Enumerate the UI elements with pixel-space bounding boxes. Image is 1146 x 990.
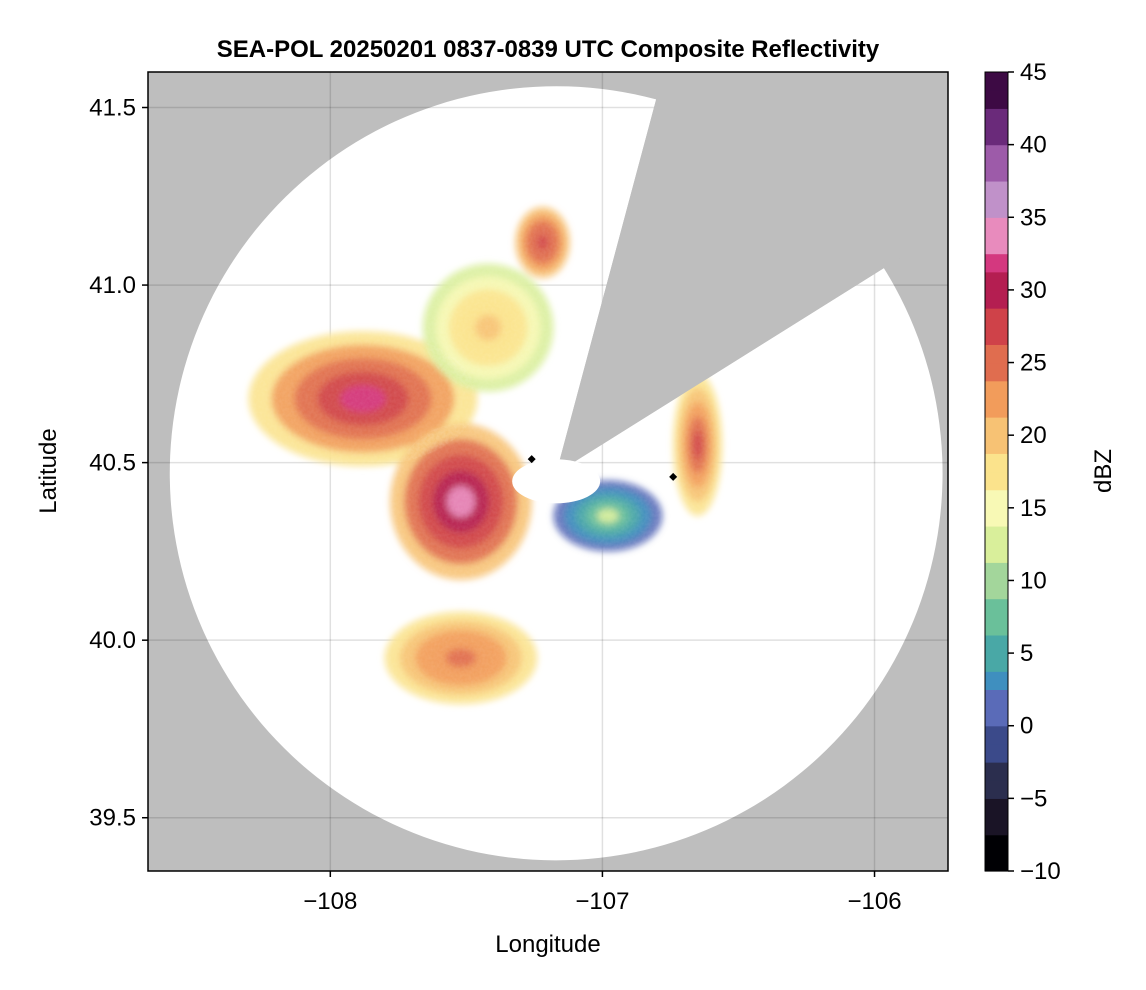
chart-title: SEA-POL 20250201 0837-0839 UTC Composite… — [217, 36, 880, 63]
colorbar-swatch — [985, 816, 1008, 836]
colorbar-swatch — [985, 507, 1008, 527]
colorbar-swatch — [985, 380, 1008, 400]
reflectivity-region-texture — [422, 263, 554, 392]
reflectivity-region-texture — [390, 423, 532, 580]
colorbar-swatch — [985, 435, 1008, 454]
reflectivity-region-texture — [248, 331, 478, 467]
colorbar-swatch — [985, 598, 1008, 618]
y-tick-label: 41.0 — [89, 272, 136, 299]
colorbar-swatch — [985, 580, 1008, 600]
colorbar-swatch — [985, 162, 1008, 182]
colorbar-tick-label: 20 — [1020, 422, 1047, 449]
colorbar-tick-label: −5 — [1020, 785, 1047, 812]
colorbar-swatch — [985, 762, 1008, 781]
colorbar-swatch — [985, 235, 1008, 255]
colorbar-swatch — [985, 671, 1008, 691]
reflectivity-region-texture — [515, 206, 570, 278]
colorbar-swatch — [985, 852, 1008, 872]
colorbar-swatch — [985, 453, 1008, 473]
y-tick-label: 40.0 — [89, 627, 136, 654]
x-tick-label: −106 — [847, 888, 901, 915]
colorbar-tick-label: 10 — [1020, 567, 1047, 594]
colorbar-swatch — [985, 707, 1008, 727]
colorbar-tick-label: 5 — [1020, 640, 1033, 667]
x-axis-label: Longitude — [495, 931, 600, 958]
colorbar-swatch — [985, 72, 1008, 91]
colorbar-tick-label: 35 — [1020, 204, 1047, 231]
y-tick-label: 41.5 — [89, 95, 136, 122]
site-marker — [669, 472, 678, 481]
x-tick-label: −107 — [575, 888, 629, 915]
colorbar-tick-label: −10 — [1020, 858, 1061, 885]
colorbar-swatch — [985, 689, 1008, 709]
colorbar-swatch — [985, 271, 1008, 291]
colorbar-swatch — [985, 217, 1008, 237]
colorbar-swatch — [985, 616, 1008, 636]
colorbar-tick-label: 15 — [1020, 495, 1047, 522]
colorbar-swatch — [985, 362, 1008, 382]
colorbar — [984, 71, 1009, 872]
colorbar-swatch — [985, 144, 1008, 164]
colorbar-swatch — [985, 834, 1008, 854]
plot-frame — [147, 71, 949, 872]
colorbar-swatch — [985, 417, 1008, 436]
blocked-sector — [556, 72, 948, 474]
colorbar-tick-label: 45 — [1020, 59, 1047, 86]
colorbar-swatch — [985, 344, 1008, 364]
colorbar-swatch — [985, 90, 1008, 109]
colorbar-swatch — [985, 308, 1008, 327]
colorbar-swatch — [985, 253, 1008, 273]
colorbar-tick-label: 25 — [1020, 350, 1047, 377]
colorbar-frame — [984, 71, 1009, 872]
colorbar-swatch — [985, 562, 1008, 582]
x-axis-ticks: −108 −107 −106 — [303, 871, 902, 915]
colorbar-tick-label: 0 — [1020, 713, 1033, 740]
colorbar-swatch — [985, 525, 1008, 545]
colorbar-swatch — [985, 108, 1008, 128]
colorbar-swatch — [985, 289, 1008, 309]
colorbar-swatch — [985, 780, 1008, 799]
colorbar-swatch — [985, 471, 1008, 491]
colorbar-swatch — [985, 199, 1008, 218]
near-radar-clear-zone — [512, 459, 601, 504]
colorbar-swatch — [985, 180, 1008, 200]
colorbar-tick-label: 40 — [1020, 132, 1047, 159]
colorbar-swatch — [985, 126, 1008, 146]
reflectivity-texture — [248, 206, 723, 705]
colorbar-swatch — [985, 725, 1008, 745]
colorbar-swatch — [985, 489, 1008, 509]
plot-area — [148, 72, 948, 871]
reflectivity-region-texture — [673, 373, 723, 516]
y-tick-label: 39.5 — [89, 805, 136, 832]
site-markers — [527, 455, 678, 481]
colorbar-swatch — [985, 743, 1008, 763]
colorbar-ticks: −10 −5 0 5 10 15 20 25 30 35 40 45 — [1008, 59, 1061, 885]
colorbar-swatch — [985, 544, 1008, 563]
colorbar-swatch — [985, 634, 1008, 654]
colorbar-swatch — [985, 326, 1008, 345]
colorbar-swatch — [985, 798, 1008, 818]
y-axis-ticks: 39.5 40.0 40.5 41.0 41.5 — [89, 95, 148, 832]
colorbar-label: dBZ — [1090, 449, 1117, 493]
x-tick-label: −108 — [303, 888, 357, 915]
reflectivity-region-texture — [384, 611, 538, 705]
colorbar-swatch — [985, 653, 1008, 672]
y-tick-label: 40.5 — [89, 450, 136, 477]
site-marker — [527, 455, 536, 464]
colorbar-tick-label: 30 — [1020, 277, 1047, 304]
colorbar-swatch — [985, 398, 1008, 418]
y-axis-label: Latitude — [35, 428, 62, 513]
